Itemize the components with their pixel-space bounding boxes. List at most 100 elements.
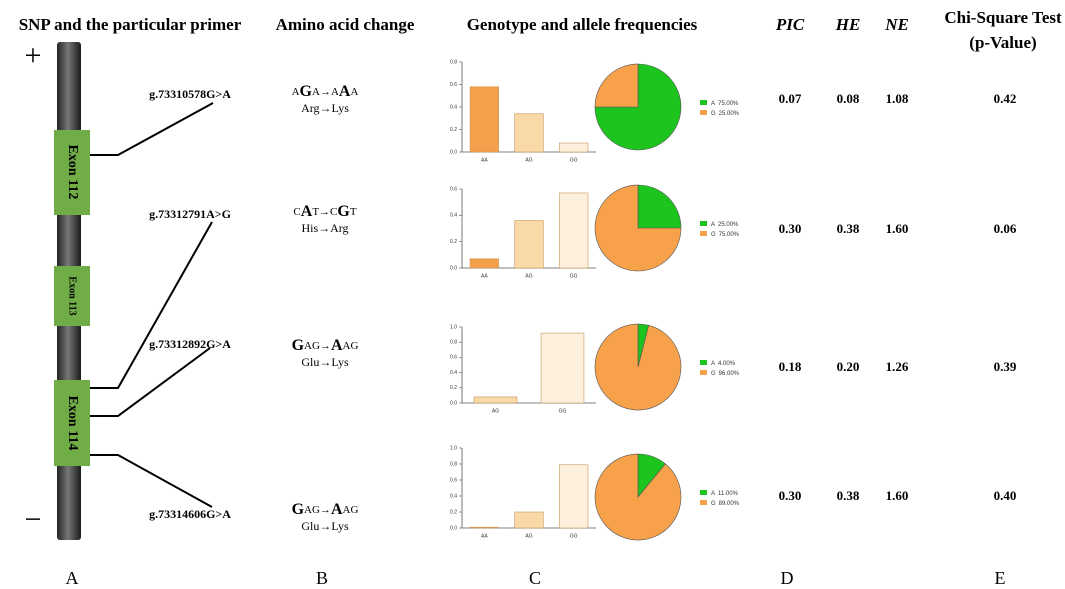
chi-value: 0.40: [994, 488, 1017, 503]
codon-part: A: [339, 83, 351, 100]
protein-change: Arg→Lys: [301, 101, 349, 115]
codon: CAT→CGT: [293, 203, 356, 220]
pic-value: 0.07: [779, 91, 802, 106]
he-value: 0.08: [837, 91, 860, 106]
panel-letter: A: [66, 568, 79, 588]
he-value: 0.38: [837, 221, 860, 236]
legend-swatch: [700, 360, 707, 365]
pie-slice: [595, 324, 681, 410]
codon-part: T→C: [312, 206, 337, 218]
bar: [470, 87, 499, 152]
y-tick-label: 1.0: [450, 324, 457, 330]
x-tick-label: AG: [525, 273, 532, 279]
codon: GAG→AAG: [292, 337, 359, 354]
legend-swatch: [700, 221, 707, 226]
chi-value: 0.39: [994, 359, 1017, 374]
bar: [515, 114, 544, 152]
y-tick-label: 0.0: [450, 525, 457, 531]
pie-slice: [638, 185, 681, 228]
y-tick-label: 0.4: [450, 493, 457, 499]
pic-value: 0.18: [779, 359, 802, 374]
codon-part: C: [293, 206, 300, 218]
y-tick-label: 0.2: [450, 385, 457, 391]
bar: [470, 527, 499, 528]
protein-change: Glu→Lys: [301, 519, 349, 533]
legend-value: 75.00%: [718, 101, 739, 107]
legend-value: 25.00%: [719, 111, 740, 117]
legend-category: A: [711, 491, 715, 497]
codon-part: AG: [343, 504, 359, 516]
x-tick-label: GG: [559, 408, 567, 414]
minus-sign: −: [25, 503, 42, 536]
y-tick-label: 0.0: [450, 400, 457, 406]
legend-value: 96.00%: [719, 371, 740, 377]
legend-category: G: [711, 232, 716, 238]
legend-swatch: [700, 370, 707, 375]
pie-slice: [595, 454, 681, 540]
codon-part: A: [301, 203, 313, 220]
y-tick-label: 0.6: [450, 477, 457, 483]
pie-slice: [595, 64, 638, 107]
bar: [515, 512, 544, 528]
snp-label: g.73312892G>A: [149, 337, 231, 351]
panel-letter: E: [995, 568, 1006, 588]
header-chi-p: (p-Value): [969, 33, 1036, 52]
codon-part: G: [292, 337, 305, 354]
y-tick-label: 0.2: [450, 239, 457, 245]
x-tick-label: AA: [481, 157, 488, 163]
he-value: 0.20: [837, 359, 860, 374]
y-tick-label: 0.0: [450, 149, 457, 155]
legend-swatch: [700, 110, 707, 115]
y-tick-label: 0.8: [450, 461, 457, 467]
y-tick-label: 0.6: [450, 186, 457, 192]
codon-part: AG→: [304, 504, 331, 516]
y-tick-label: 0.6: [450, 82, 457, 88]
header-amino: Amino acid change: [276, 15, 415, 34]
codon: AGA→AAA: [292, 83, 359, 100]
legend-category: G: [711, 371, 716, 377]
legend-category: G: [711, 501, 716, 507]
legend-value: 75.00%: [719, 232, 740, 238]
header-genotype: Genotype and allele frequencies: [467, 15, 698, 34]
codon-part: A: [331, 501, 343, 518]
codon-part: A: [350, 86, 358, 98]
ne-value: 1.26: [886, 359, 909, 374]
protein-change: His→Arg: [301, 221, 348, 235]
x-tick-label: GG: [570, 273, 578, 279]
codon-part: A: [331, 337, 343, 354]
legend-swatch: [700, 500, 707, 505]
codon-part: AG: [343, 340, 359, 352]
x-tick-label: AA: [481, 273, 488, 279]
legend-value: 4.00%: [718, 361, 736, 367]
protein-change: Glu→Lys: [301, 355, 349, 369]
codon-part: G: [292, 501, 305, 518]
panel-letter: D: [781, 568, 794, 588]
exon-label: Exon 112: [65, 145, 80, 200]
ne-value: 1.08: [886, 91, 909, 106]
x-tick-label: AG: [525, 533, 532, 539]
connector-lines: [90, 103, 213, 507]
snp-label: g.73314606G>A: [149, 507, 231, 521]
ne-value: 1.60: [886, 221, 909, 236]
chi-value: 0.42: [994, 91, 1017, 106]
plus-sign: +: [25, 39, 42, 72]
x-tick-label: GG: [570, 533, 578, 539]
x-tick-label: GG: [570, 157, 578, 163]
header-pic: PIC: [775, 15, 805, 34]
y-tick-label: 0.6: [450, 355, 457, 361]
snp-label: g.73310578G>A: [149, 87, 231, 101]
y-tick-label: 0.2: [450, 127, 457, 133]
codon-part: G: [337, 203, 350, 220]
codon-part: T: [350, 206, 357, 218]
bar: [559, 465, 588, 528]
y-tick-label: 0.4: [450, 213, 457, 219]
y-tick-label: 0.4: [450, 370, 457, 376]
y-tick-label: 0.8: [450, 59, 457, 65]
legend-value: 25.00%: [718, 222, 739, 228]
